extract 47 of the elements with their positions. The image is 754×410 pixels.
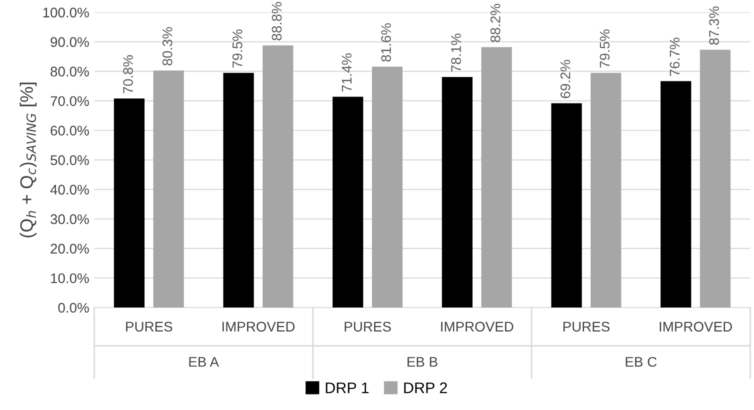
data-label: 87.3% [709, 6, 719, 45]
data-label: 79.5% [600, 30, 610, 68]
x-tick-label: IMPROVED [660, 322, 732, 332]
legend-label: DRP 1 [326, 382, 369, 394]
y-tick-label: 50.0% [50, 155, 89, 166]
x-tick-label: IMPROVED [222, 322, 295, 332]
y-tick-label: 20.0% [50, 244, 89, 254]
bar [114, 98, 145, 308]
y-tick-label: 0.0% [58, 302, 89, 313]
data-label: 79.5% [232, 30, 242, 68]
bar [372, 66, 403, 308]
x-tick-label: PURES [344, 322, 391, 332]
data-label: 76.7% [670, 38, 680, 76]
data-label: 80.3% [162, 27, 172, 66]
y-tick-label: 90.0% [50, 37, 89, 47]
x-tick-label: PURES [563, 322, 610, 332]
bar [700, 50, 731, 308]
bar [332, 96, 364, 308]
data-label: 69.2% [560, 60, 570, 98]
y-tick-label: 30.0% [50, 214, 89, 224]
x-tick-label: IMPROVED [441, 322, 514, 332]
data-label: 78.1% [451, 34, 461, 72]
data-label: 88.8% [272, 2, 282, 40]
bar [223, 72, 254, 308]
text: EB B [408, 357, 438, 367]
x-tick-label: PURES [126, 322, 172, 332]
y-tick-label: 70.0% [50, 96, 89, 106]
y-tick-label: 100.0% [43, 8, 89, 18]
y-tick-label: 80.0% [50, 66, 89, 77]
bar [262, 45, 294, 308]
data-label: 71.4% [342, 53, 352, 92]
y-tick-label: 60.0% [50, 126, 89, 136]
bar [481, 47, 512, 308]
text: EB A [189, 357, 219, 367]
data-label: 88.2% [490, 4, 500, 42]
data-label: 81.6% [381, 23, 391, 62]
y-tick-label: 10.0% [51, 273, 89, 284]
bar [442, 76, 473, 308]
bar [590, 72, 622, 308]
text: EB C [626, 356, 657, 367]
y-axis-title: (Q$_{h}$ + Q$_{c}$)$_{SAVING}$ [%] [20, 82, 37, 238]
bar [153, 70, 184, 308]
bar [551, 103, 582, 308]
y-tick-label: 40.0% [50, 184, 89, 195]
legend-label: DRP 2 [404, 382, 447, 394]
bar [660, 81, 692, 308]
data-label: 70.8% [123, 55, 133, 94]
